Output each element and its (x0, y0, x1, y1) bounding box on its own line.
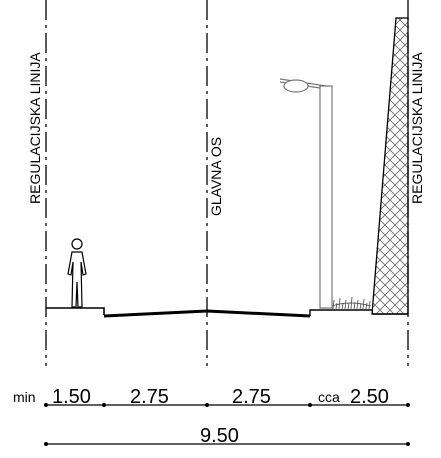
sidewalk-left (46, 307, 105, 315)
dimension-segment-2: 2.75 (130, 386, 169, 408)
dimension-total: 9.50 (200, 425, 239, 447)
street-lamp-icon (279, 78, 333, 309)
dimension-segment-4: 2.50 (350, 386, 389, 408)
regulation-line-left-label: REGULACIJSKA LINIJA (27, 52, 43, 204)
regulation-line-right-label: REGULACIJSKA LINIJA (409, 52, 425, 204)
dimension-segment-3: 2.75 (232, 386, 271, 408)
main-axis-label: GLAVNA OS (208, 137, 224, 216)
dimension-segment-4-prefix: cca (318, 389, 340, 405)
dimension-segment-1-prefix: min (13, 389, 36, 405)
retaining-wall (371, 17, 409, 315)
curb-right (309, 309, 372, 316)
dimension-segment-1: 1.50 (52, 386, 91, 408)
pedestrian-figure-icon (67, 238, 87, 308)
dimension-ticks-row-2 (44, 442, 410, 446)
carriageway-surface (103, 309, 311, 318)
dimension-ticks-row-1 (44, 403, 410, 407)
vegetation-strip (331, 296, 372, 310)
